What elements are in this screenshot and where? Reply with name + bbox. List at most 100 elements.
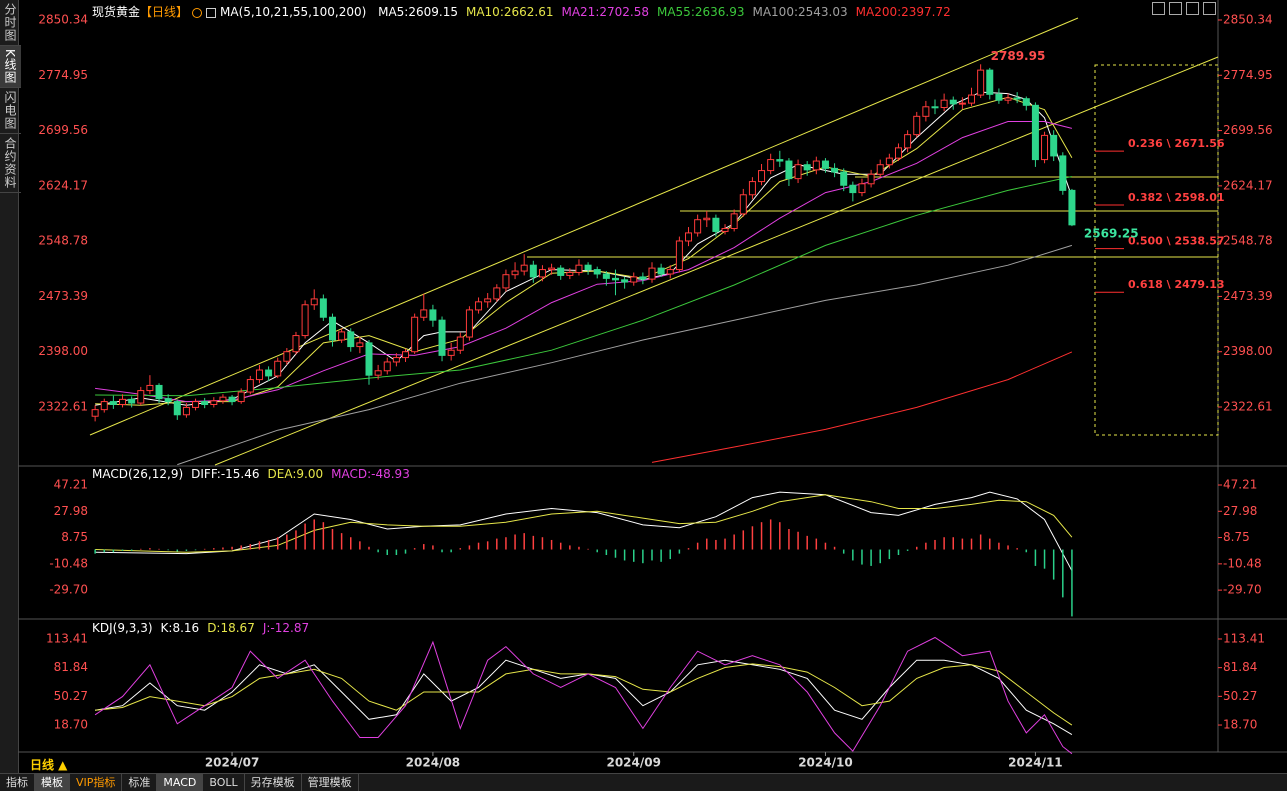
- candle-body: [374, 370, 382, 376]
- candle-body: [685, 232, 693, 242]
- candle-body: [968, 94, 976, 104]
- candle-body: [502, 274, 510, 289]
- candle-body: [201, 401, 209, 406]
- candle-body: [192, 401, 200, 408]
- candle-body: [164, 398, 172, 403]
- candle-body: [1004, 97, 1012, 101]
- candle-body: [301, 304, 309, 337]
- icon[interactable]: [1152, 2, 1165, 15]
- candle-body: [904, 134, 912, 149]
- candle-body: [210, 400, 218, 406]
- icon[interactable]: [206, 7, 217, 18]
- candle-body: [794, 164, 802, 180]
- tab[interactable]: 标准: [122, 774, 158, 791]
- icon[interactable]: [1169, 2, 1182, 15]
- tab[interactable]: 闪电图: [0, 88, 21, 134]
- candle-body: [858, 183, 866, 194]
- candle-body: [621, 279, 629, 283]
- candle-body: [712, 217, 720, 232]
- candle-body: [137, 390, 145, 404]
- tab[interactable]: MACD: [157, 774, 204, 791]
- candle-body: [383, 361, 391, 372]
- y-tick-label: 2774.95: [1223, 68, 1273, 82]
- tab[interactable]: 模板: [35, 774, 70, 791]
- candle-body: [520, 264, 528, 272]
- legend-entry: DIFF:-15.46: [191, 467, 260, 481]
- candle-body: [675, 240, 683, 271]
- candle-body: [392, 357, 400, 363]
- x-tick-label: 2024/11: [1008, 756, 1062, 770]
- x-tick-label: 2024/10: [798, 756, 852, 770]
- indicator-line: [95, 491, 1073, 571]
- candle-body: [1059, 155, 1067, 191]
- candle-body: [493, 287, 501, 300]
- candle-body: [666, 269, 674, 275]
- candle-body: [602, 273, 610, 279]
- candle-body: [173, 401, 181, 416]
- candle-body: [319, 298, 327, 318]
- candle-body: [484, 298, 492, 303]
- y-tick-label: 81.84: [54, 660, 88, 674]
- candle-body: [776, 159, 784, 162]
- x-tick-label: 2024/09: [606, 756, 660, 770]
- chart-header: 现货黄金【日线】 MA(5,10,21,55,100,200) MA5:2609.…: [92, 3, 959, 20]
- x-tick-label: 2024/08: [406, 756, 460, 770]
- tab[interactable]: VIP指标: [70, 774, 123, 791]
- candle-body: [849, 184, 857, 194]
- candle-body: [977, 69, 985, 96]
- y-tick-label: 27.98: [54, 504, 88, 518]
- candle-body: [894, 147, 902, 159]
- candle-body: [958, 102, 966, 105]
- candle-body: [913, 115, 921, 136]
- candle-body: [255, 369, 263, 381]
- candle-body: [119, 398, 127, 406]
- y-tick-label: 81.84: [1223, 660, 1257, 674]
- candle-body: [246, 379, 254, 393]
- candle-body: [292, 335, 300, 353]
- tab[interactable]: 管理模板: [302, 774, 359, 791]
- candle-body: [91, 409, 99, 417]
- legend-entry: J:-12.87: [262, 621, 310, 635]
- candle-body: [365, 342, 373, 376]
- icon[interactable]: [1203, 2, 1216, 15]
- y-tick-label: 8.75: [1223, 530, 1250, 544]
- y-tick-label: 18.70: [54, 718, 88, 732]
- candle-body: [885, 157, 893, 166]
- indicator: MACD(26,12,9): [92, 467, 184, 481]
- candle-body: [648, 267, 656, 280]
- tab[interactable]: BOLL: [203, 774, 245, 791]
- candle-body: [402, 351, 410, 359]
- candle-body: [739, 194, 747, 215]
- icon[interactable]: [1186, 2, 1199, 15]
- candle-body: [100, 401, 108, 411]
- trend-line: [214, 56, 1219, 466]
- y-tick-label: 2699.56: [1223, 123, 1273, 137]
- tab[interactable]: K线图: [0, 46, 21, 88]
- tab[interactable]: 另存模板: [245, 774, 302, 791]
- candle-body: [831, 167, 839, 173]
- candle-body: [557, 267, 565, 276]
- candle-body: [456, 336, 464, 351]
- y-tick-label: 50.27: [1223, 689, 1257, 703]
- period-label[interactable]: 日线 ▲: [30, 758, 68, 772]
- legend-entry: K:8.16: [160, 621, 200, 635]
- candle-body: [548, 267, 556, 271]
- candle-body: [265, 369, 273, 377]
- candle-body: [447, 349, 455, 356]
- window-icons: [1152, 2, 1216, 15]
- y-tick-label: 2548.78: [1223, 234, 1273, 248]
- legend-entry: DEA:9.00: [267, 467, 324, 481]
- candle-body: [128, 398, 136, 404]
- icon[interactable]: [192, 7, 203, 18]
- candle-body: [1050, 134, 1058, 157]
- kdj-header: KDJ(9,3,3) K:8.16 D:18.67 J:-12.87: [92, 621, 317, 635]
- candle-body: [1013, 97, 1021, 100]
- chart: 2850.34 2850.34 2774.95 2774.95 2699.56 2699.…: [18, 0, 1287, 770]
- tab[interactable]: 指标: [0, 774, 35, 791]
- indicator-line: [95, 121, 1073, 403]
- candle-body: [356, 342, 364, 348]
- tab[interactable]: 合约资料: [0, 134, 21, 193]
- candle-body: [420, 309, 428, 318]
- candle-body: [931, 106, 939, 109]
- tab[interactable]: 分时图: [0, 0, 21, 46]
